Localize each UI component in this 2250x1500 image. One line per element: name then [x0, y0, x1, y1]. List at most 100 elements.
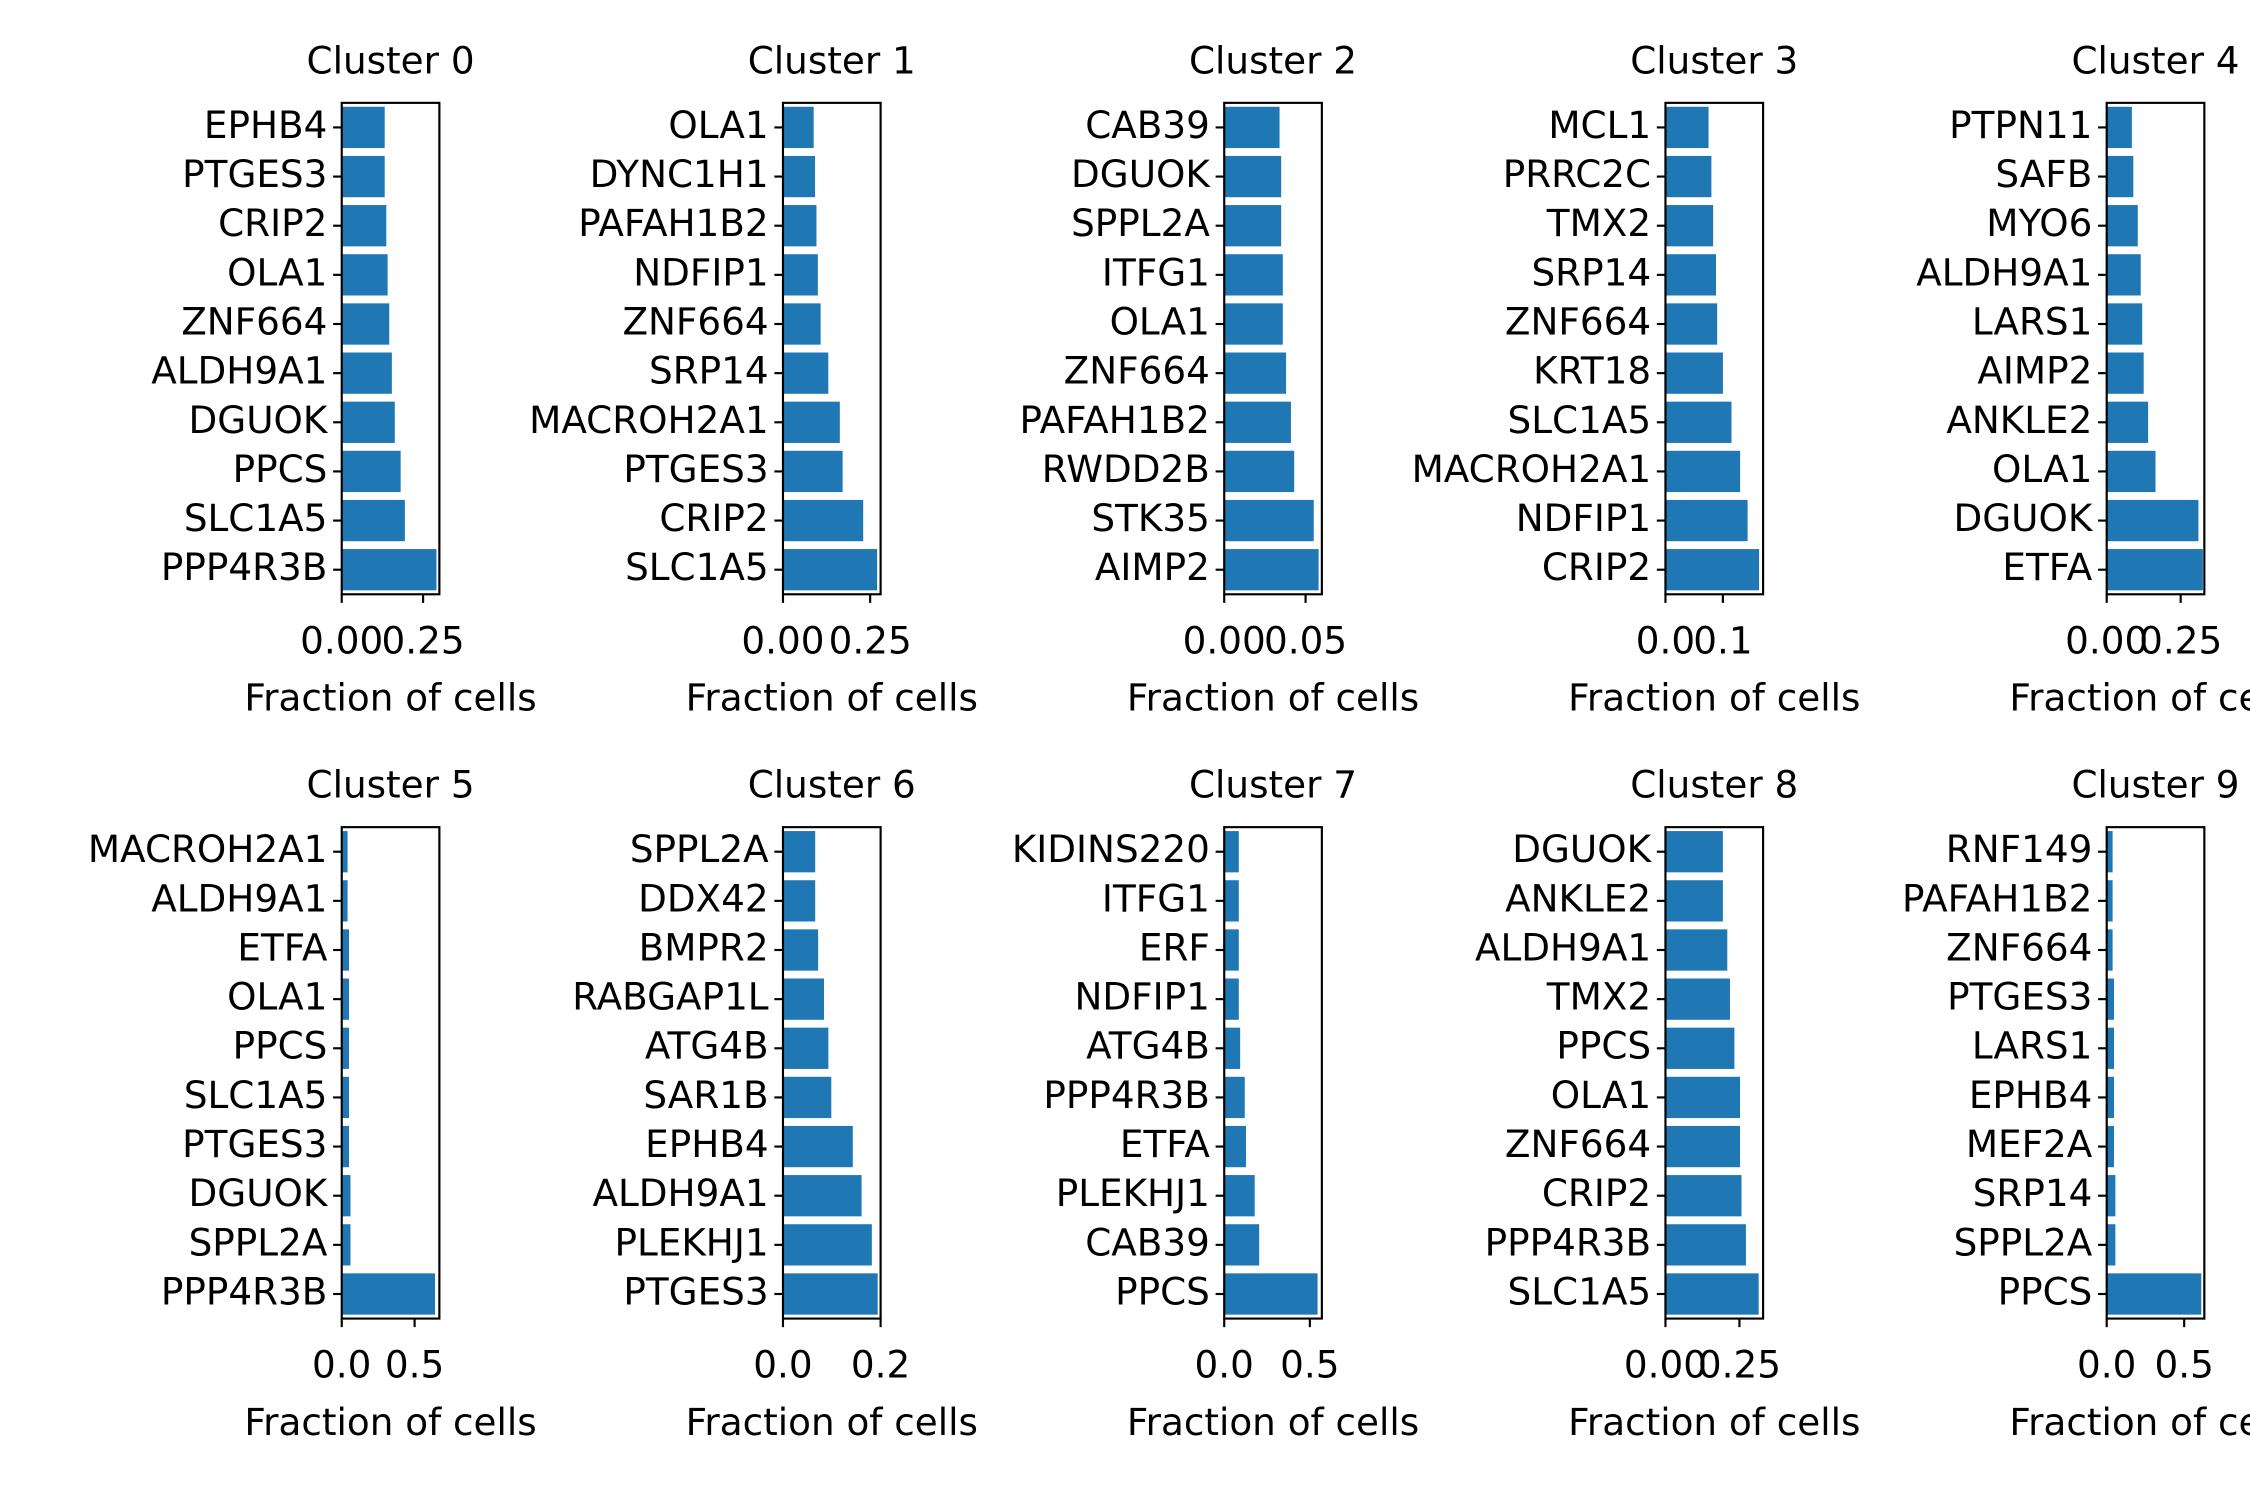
bar	[1224, 929, 1239, 971]
y-tick-label: AIMP2	[1095, 545, 1210, 589]
bar	[341, 1273, 436, 1315]
bar	[2106, 401, 2149, 443]
y-tick-label: ALDH9A1	[592, 1171, 768, 1215]
bar	[2106, 978, 2114, 1020]
y-tick-label: ALDH9A1	[1475, 926, 1651, 970]
x-tick-label: 0.0	[312, 1343, 371, 1387]
y-tick-label: ZNF664	[622, 300, 768, 344]
y-tick-label: ALDH9A1	[151, 349, 327, 393]
x-axis-label: Fraction of cells	[2009, 1400, 2250, 1444]
bar	[1665, 1175, 1742, 1217]
x-axis-label: Fraction of cells	[244, 1400, 536, 1444]
bar	[782, 880, 816, 922]
y-tick-label: DGUOK	[1954, 496, 2094, 540]
bar	[341, 254, 388, 296]
bar	[2106, 254, 2141, 296]
bar	[1665, 929, 1728, 971]
y-tick-label: ALDH9A1	[151, 876, 327, 920]
y-tick-label: DGUOK	[189, 1171, 329, 1215]
bar	[341, 1175, 351, 1217]
y-tick-label: CAB39	[1085, 103, 1210, 147]
panel-title: Cluster 9	[2071, 763, 2239, 807]
bar	[782, 254, 818, 296]
y-tick-label: OLA1	[227, 975, 327, 1019]
bar	[2106, 450, 2156, 493]
bar	[1665, 303, 1718, 345]
bar	[341, 1125, 350, 1168]
x-tick-label: 0.25	[829, 618, 912, 662]
bar	[782, 1273, 878, 1315]
axes-frame	[1223, 101, 1323, 596]
bar	[782, 499, 864, 542]
x-axis-label: Fraction of cells	[244, 676, 536, 720]
axes-frame	[1664, 101, 1765, 596]
bar	[341, 155, 385, 198]
y-tick-label: OLA1	[227, 250, 327, 294]
bar	[2106, 1273, 2202, 1315]
bar	[1665, 155, 1712, 198]
y-tick-label: SRP14	[1532, 250, 1652, 294]
y-tick-label: DGUOK	[1071, 152, 1211, 196]
bar	[1224, 1175, 1255, 1217]
bar	[1224, 303, 1283, 345]
y-tick-label: ITFG1	[1102, 250, 1210, 294]
y-tick-label: PAFAH1B2	[1902, 876, 2092, 920]
bar	[1224, 880, 1239, 922]
y-tick-label: PAFAH1B2	[578, 201, 768, 245]
y-tick-label: ZNF664	[1946, 926, 2092, 970]
y-tick-label: NDFIP1	[1075, 975, 1210, 1019]
bar	[2106, 352, 2144, 394]
bar	[782, 450, 843, 493]
y-tick-label: PPCS	[1998, 1270, 2093, 1314]
y-tick-label: ANKLE2	[1946, 398, 2092, 442]
y-tick-label: ZNF664	[1505, 1122, 1651, 1166]
y-tick-label: ETFA	[237, 926, 327, 970]
y-tick-label: OLA1	[1551, 1073, 1651, 1117]
x-tick-label: 0.00	[300, 618, 383, 662]
bar	[1665, 1076, 1741, 1119]
bar	[341, 549, 437, 591]
x-tick-label: 0.5	[1280, 1343, 1339, 1387]
x-tick-label: 0.00	[1183, 618, 1266, 662]
y-tick-label: OLA1	[1992, 447, 2092, 491]
bar	[341, 831, 348, 873]
bar	[1665, 352, 1723, 394]
y-tick-label: PPP4R3B	[1043, 1073, 1210, 1117]
y-tick-label: ZNF664	[181, 300, 327, 344]
y-tick-label: PPCS	[1556, 1024, 1651, 1068]
y-tick-label: PTGES3	[182, 1122, 327, 1166]
bar	[2106, 303, 2143, 345]
y-tick-label: DGUOK	[1512, 827, 1652, 871]
y-tick-label: DGUOK	[189, 398, 329, 442]
bar	[341, 303, 390, 345]
bar	[1665, 450, 1741, 493]
x-tick-label: 0.5	[2155, 1343, 2214, 1387]
y-tick-label: TMX2	[1546, 201, 1651, 245]
bar	[1665, 106, 1709, 149]
x-tick-label: 0.25	[2139, 618, 2222, 662]
x-axis-label: Fraction of cells	[686, 1400, 978, 1444]
y-tick-label: SLC1A5	[184, 496, 328, 540]
y-tick-label: PTGES3	[182, 152, 327, 196]
bar	[1665, 549, 1760, 591]
x-tick-label: 0.25	[382, 618, 465, 662]
bar	[782, 155, 816, 198]
y-tick-label: OLA1	[1110, 300, 1210, 344]
y-tick-label: SRP14	[649, 349, 769, 393]
y-tick-label: SPPL2A	[189, 1220, 328, 1264]
bar	[341, 1076, 350, 1119]
y-tick-label: SLC1A5	[625, 545, 769, 589]
y-tick-label: EPHB4	[204, 103, 327, 147]
panel-title: Cluster 0	[307, 38, 475, 82]
y-tick-label: SRP14	[1973, 1171, 2093, 1215]
y-tick-label: PTGES3	[623, 1270, 768, 1314]
y-tick-label: PLEKHJ1	[1056, 1171, 1210, 1215]
bar	[2106, 549, 2203, 591]
bar	[1224, 831, 1239, 873]
bar	[2106, 155, 2134, 198]
panel-title: Cluster 3	[1630, 38, 1798, 82]
y-tick-label: MCL1	[1548, 103, 1651, 147]
bar	[2106, 1076, 2114, 1119]
